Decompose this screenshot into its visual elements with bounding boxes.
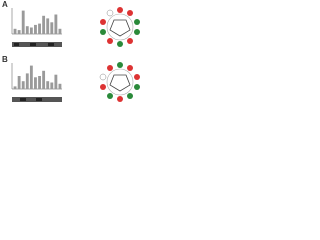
residue (117, 96, 123, 102)
panel-b-decor (11, 62, 140, 102)
blot-band (48, 43, 54, 46)
bar (21, 10, 25, 35)
blot-strip (12, 42, 62, 47)
panel-label: B (2, 55, 8, 64)
bar (38, 76, 41, 89)
residue (134, 19, 140, 25)
bar (54, 14, 58, 34)
bar (13, 28, 17, 34)
residue (134, 84, 140, 90)
bar (42, 15, 46, 35)
bar (42, 70, 46, 89)
panel-a-decor (11, 7, 140, 47)
bar (38, 23, 41, 34)
residue (117, 41, 123, 47)
residue (127, 10, 133, 16)
residue (99, 73, 107, 81)
bar (25, 26, 29, 34)
bar (34, 77, 37, 89)
bar (58, 83, 62, 89)
bar (50, 22, 54, 34)
wheel (106, 13, 134, 41)
bar (46, 81, 50, 89)
bar (29, 27, 33, 34)
blot-band (30, 43, 36, 46)
residue (127, 38, 133, 44)
residue (134, 29, 140, 35)
residue (117, 62, 123, 68)
bar (54, 74, 58, 89)
panel-label: A (2, 0, 8, 9)
wheel (106, 68, 134, 96)
bar (17, 30, 21, 34)
residue (107, 38, 113, 44)
wheel-path (109, 19, 131, 37)
bar (21, 81, 25, 89)
blot-band (14, 43, 19, 46)
blot-band (20, 98, 26, 101)
blot-band (36, 98, 42, 101)
residue (100, 19, 106, 25)
residue (107, 65, 113, 71)
residue (127, 65, 133, 71)
bar (17, 76, 21, 89)
bar (46, 18, 50, 34)
residue (100, 84, 106, 90)
bar (58, 28, 62, 34)
residue (106, 9, 114, 17)
bar (50, 82, 54, 89)
residue (134, 74, 140, 80)
residue (107, 93, 113, 99)
bar (13, 86, 17, 89)
figure: AB (2, 0, 140, 102)
bar (29, 65, 33, 89)
bar (25, 73, 29, 89)
residue (127, 93, 133, 99)
bar (34, 24, 37, 34)
residue (100, 29, 106, 35)
wheel-path (109, 74, 131, 92)
residue (117, 7, 123, 13)
